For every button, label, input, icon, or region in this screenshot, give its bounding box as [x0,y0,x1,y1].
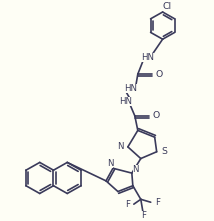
Text: Cl: Cl [162,2,171,11]
Text: N: N [117,142,124,151]
Text: F: F [141,211,146,220]
Text: HN: HN [119,97,132,106]
Text: F: F [125,200,130,209]
Text: HN: HN [141,53,154,62]
Text: N: N [132,165,139,174]
Text: F: F [155,198,160,207]
Text: S: S [162,147,168,156]
Text: O: O [153,111,160,120]
Text: O: O [156,70,163,79]
Text: N: N [107,159,113,168]
Text: HN: HN [124,84,137,93]
